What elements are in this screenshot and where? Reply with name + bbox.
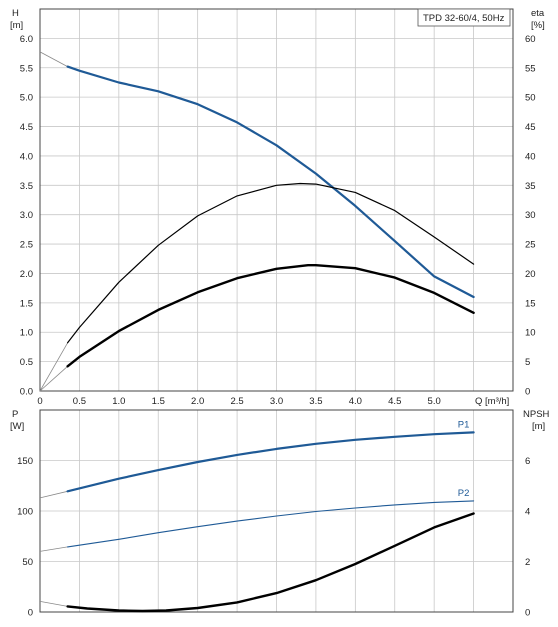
curve-extension-eta_hydraulic — [39, 366, 68, 392]
bottom-grid — [39, 409, 514, 613]
y-tick-label-left: 4.5 — [20, 122, 33, 133]
series-label-P2: P2 — [458, 488, 470, 499]
y-tick-label-left: 3.5 — [20, 181, 33, 192]
curve-extension-P1 — [39, 490, 68, 499]
top-grid — [39, 8, 514, 392]
x-tick-label: 0.5 — [73, 396, 86, 407]
curve-eta_hydraulic — [66, 264, 475, 368]
y-tick-label-right: 40 — [525, 151, 536, 162]
y-tick-label-right: 60 — [525, 34, 536, 45]
eta-axis-name: eta — [531, 8, 545, 19]
bottom-tick-labels: 0 50 100 150 0 2 4 6 — [17, 456, 530, 619]
curve-P1 — [66, 431, 475, 493]
x-tick-label: 1.0 — [112, 396, 125, 407]
curve-extension-NPSH — [39, 601, 68, 607]
y-tick-label-right: 45 — [525, 122, 536, 133]
y-tick-label-left: 3.0 — [20, 210, 33, 221]
y-tick-label-right: 6 — [525, 456, 530, 467]
y-tick-label-right: 15 — [525, 298, 536, 309]
x-tick-label: 0 — [37, 396, 42, 407]
x-tick-label: 4.0 — [349, 396, 362, 407]
head-axis-unit: [m] — [10, 20, 23, 31]
curve-P2 — [67, 500, 475, 548]
power-axis-unit: [W] — [10, 421, 24, 432]
y-tick-label-left: 6.0 — [20, 34, 33, 45]
y-tick-label-right: 5 — [525, 357, 530, 368]
y-tick-label-left: 50 — [22, 557, 33, 568]
y-tick-label-left: 5.5 — [20, 63, 33, 74]
curve-eta_total — [66, 182, 475, 344]
series-label-P1: P1 — [458, 419, 470, 430]
y-tick-label-left: 100 — [17, 507, 33, 518]
x-tick-label: 4.5 — [388, 396, 401, 407]
top-tick-labels: 0.0 0.5 1.0 1.5 2.0 2.5 3.0 3.5 4.0 4.5 5.0 5.5 6.0 0… — [20, 34, 536, 407]
y-tick-label-left: 150 — [17, 456, 33, 467]
x-tick-label: 2.0 — [191, 396, 204, 407]
y-tick-label-right: 2 — [525, 557, 530, 568]
x-tick-label: 3.0 — [270, 396, 283, 407]
head-axis-name: H — [12, 8, 19, 19]
power-npsh-panel: 0 50 100 150 0 2 4 6 P1 P2 P [W] NPSH [m] — [10, 409, 550, 619]
curve-NPSH — [66, 512, 475, 613]
npsh-axis-unit: [m] — [532, 421, 545, 432]
top-plot-frame — [39, 8, 514, 392]
eta-axis-unit: [%] — [531, 20, 545, 31]
y-tick-label-right: 30 — [525, 210, 536, 221]
y-tick-label-right: 50 — [525, 93, 536, 104]
y-tick-label-right: 35 — [525, 181, 536, 192]
y-tick-label-left: 1.5 — [20, 298, 33, 309]
y-tick-label-left: 0.5 — [20, 357, 33, 368]
power-axis-name: P — [12, 409, 18, 420]
y-tick-label-right: 10 — [525, 328, 536, 339]
y-tick-label-left: 0.0 — [20, 387, 33, 398]
y-tick-label-left: 2.0 — [20, 269, 33, 280]
x-tick-label: 5.0 — [428, 396, 441, 407]
bottom-plot-frame — [39, 409, 514, 613]
chart-title: TPD 32-60/4, 50Hz — [423, 13, 505, 24]
x-tick-label: 1.5 — [152, 396, 165, 407]
curve-extension-eta_total — [39, 342, 68, 392]
y-tick-label-left: 0 — [28, 608, 33, 619]
x-tick-label: 3.5 — [309, 396, 322, 407]
y-tick-label-left: 1.0 — [20, 328, 33, 339]
top-series — [39, 51, 475, 392]
bottom-series: P1 P2 — [39, 419, 475, 613]
x-tick-label: 2.5 — [230, 396, 243, 407]
curve-head — [66, 65, 475, 299]
y-tick-label-left: 2.5 — [20, 240, 33, 251]
head-efficiency-panel: 0.0 0.5 1.0 1.5 2.0 2.5 3.0 3.5 4.0 4.5 5.0 5.5 6.0 0… — [10, 8, 545, 407]
y-tick-label-right: 55 — [525, 63, 536, 74]
curve-extension-head — [39, 51, 68, 67]
flow-axis-label: Q [m³/h] — [475, 396, 509, 407]
npsh-axis-name: NPSH — [523, 409, 550, 420]
y-tick-label-left: 5.0 — [20, 93, 33, 104]
y-tick-label-right: 20 — [525, 269, 536, 280]
y-tick-label-right: 25 — [525, 240, 536, 251]
title-box — [417, 8, 511, 27]
y-tick-label-right: 0 — [525, 387, 530, 398]
y-tick-label-right: 4 — [525, 507, 530, 518]
y-tick-label-right: 0 — [525, 608, 530, 619]
y-tick-label-left: 4.0 — [20, 151, 33, 162]
curve-extension-P2 — [39, 546, 68, 552]
